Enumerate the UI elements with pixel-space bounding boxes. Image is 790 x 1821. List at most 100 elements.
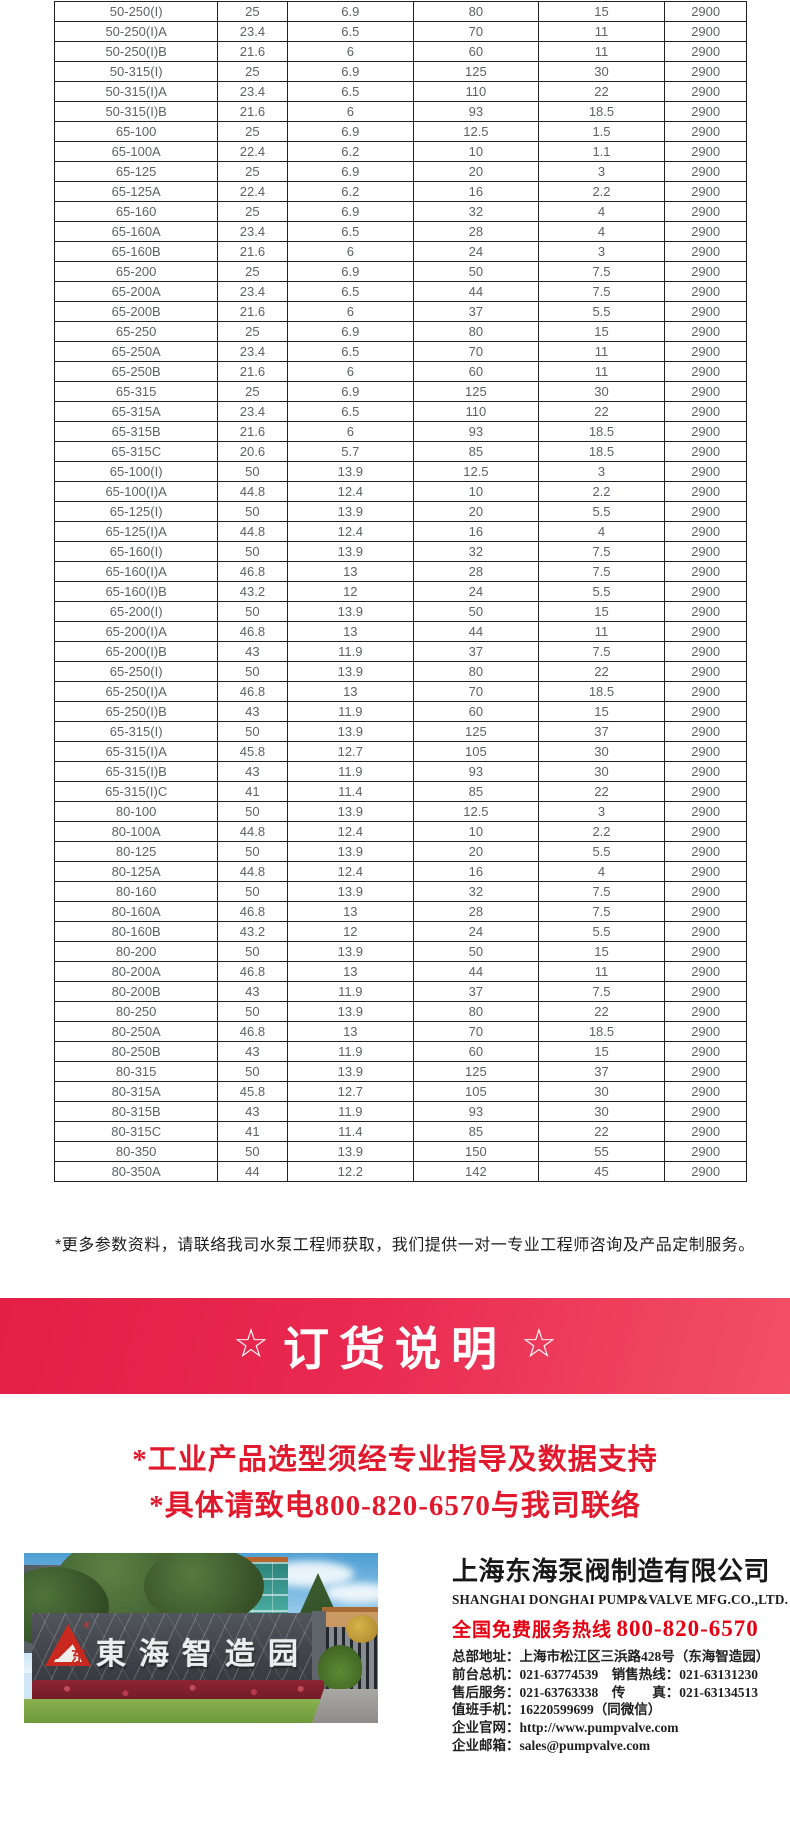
- table-cell: 12.5: [413, 121, 539, 142]
- table-cell: 44.8: [217, 821, 288, 842]
- table-cell: 93: [413, 761, 539, 782]
- table-cell: 80-160B: [53, 921, 219, 942]
- table-row: 80-200A 46.8 13 44 11 2900: [53, 961, 747, 982]
- table-cell: 2900: [664, 281, 747, 302]
- table-cell: 30: [537, 761, 666, 782]
- table-cell: 5.5: [537, 301, 666, 322]
- table-cell: 50: [217, 1141, 288, 1162]
- table-cell: 2900: [664, 561, 747, 582]
- table-cell: 13.9: [286, 661, 415, 682]
- service-hotline: 全国免费服务热线 800-820-6570: [452, 1615, 772, 1642]
- table-cell: 45.8: [217, 1081, 288, 1102]
- hotline-label: 全国免费服务热线: [452, 1620, 613, 1641]
- table-row: 50-250(I)A 23.4 6.5 70 11 2900: [53, 21, 747, 42]
- table-cell: 20: [413, 501, 539, 522]
- table-cell: 7.5: [537, 881, 666, 902]
- table-cell: 65-200(I)B: [53, 641, 219, 662]
- star-icon: ☆: [521, 1322, 557, 1366]
- table-cell: 46.8: [217, 681, 288, 702]
- table-cell: 50: [217, 941, 288, 962]
- table-cell: 22: [537, 781, 666, 802]
- table-cell: 28: [413, 221, 539, 242]
- table-cell: 23.4: [217, 281, 288, 302]
- table-cell: 2900: [664, 1101, 747, 1122]
- table-cell: 7.5: [537, 541, 666, 562]
- table-row: 65-125(I)A 44.8 12.4 16 4 2900: [53, 521, 747, 542]
- table-cell: 43.2: [217, 921, 288, 942]
- table-row: 65-160(I)A 46.8 13 28 7.5 2900: [53, 561, 747, 582]
- table-cell: 2900: [664, 121, 747, 142]
- table-cell: 24: [413, 241, 539, 262]
- table-cell: 21.6: [217, 41, 288, 62]
- table-cell: 11.9: [286, 1101, 415, 1122]
- table-cell: 50: [413, 941, 539, 962]
- table-cell: 2900: [664, 341, 747, 362]
- table-cell: 32: [413, 541, 539, 562]
- table-cell: 25: [217, 1, 288, 22]
- table-cell: 6: [286, 361, 415, 382]
- table-cell: 44: [217, 1161, 288, 1182]
- table-cell: 2900: [664, 721, 747, 742]
- table-cell: 11.9: [286, 641, 415, 662]
- table-cell: 21.6: [217, 241, 288, 262]
- table-row: 65-250 25 6.9 80 15 2900: [53, 321, 747, 342]
- table-row: 65-160(I)B 43.2 12 24 5.5 2900: [53, 581, 747, 602]
- table-row: 80-125A 44.8 12.4 16 4 2900: [53, 861, 747, 882]
- table-cell: 12.7: [286, 741, 415, 762]
- table-cell: 22.4: [217, 181, 288, 202]
- table-cell: 43.2: [217, 581, 288, 602]
- table-row: 65-315(I) 50 13.9 125 37 2900: [53, 721, 747, 742]
- table-cell: 2900: [664, 81, 747, 102]
- table-cell: 15: [537, 1041, 666, 1062]
- table-row: 80-315A 45.8 12.7 105 30 2900: [53, 1081, 747, 1102]
- table-cell: 5.7: [286, 441, 415, 462]
- table-cell: 12.2: [286, 1161, 415, 1182]
- table-row: 65-250(I)A 46.8 13 70 18.5 2900: [53, 681, 747, 702]
- table-cell: 85: [413, 781, 539, 802]
- table-cell: 65-125(I)A: [53, 521, 219, 542]
- table-cell: 23.4: [217, 221, 288, 242]
- table-cell: 80-315A: [53, 1081, 219, 1102]
- table-row: 65-315(I)B 43 11.9 93 30 2900: [53, 761, 747, 782]
- table-cell: 37: [537, 721, 666, 742]
- table-cell: 60: [413, 1041, 539, 1062]
- table-cell: 13.9: [286, 1061, 415, 1082]
- table-cell: 6.5: [286, 221, 415, 242]
- table-cell: 28: [413, 901, 539, 922]
- table-cell: 6.9: [286, 261, 415, 282]
- table-cell: 65-315C: [53, 441, 219, 462]
- table-cell: 4: [537, 521, 666, 542]
- table-cell: 110: [413, 81, 539, 102]
- table-row: 65-250(I)B 43 11.9 60 15 2900: [53, 701, 747, 722]
- table-cell: 24: [413, 581, 539, 602]
- table-cell: 12.5: [413, 461, 539, 482]
- photo-sign-text: 東海智造园: [96, 1638, 311, 1671]
- table-cell: 21.6: [217, 421, 288, 442]
- table-cell: 6.9: [286, 321, 415, 342]
- table-cell: 142: [413, 1161, 539, 1182]
- table-row: 65-250B 21.6 6 60 11 2900: [53, 361, 747, 382]
- photo-cloud: [324, 1583, 378, 1603]
- table-cell: 80-350A: [53, 1161, 219, 1182]
- table-cell: 2900: [664, 1061, 747, 1082]
- hotline-number: 800-820-6570: [616, 1616, 759, 1641]
- table-cell: 5.5: [537, 921, 666, 942]
- table-cell: 3: [537, 161, 666, 182]
- table-row: 65-160A 23.4 6.5 28 4 2900: [53, 221, 747, 242]
- table-cell: 50: [217, 801, 288, 822]
- table-cell: 80-125A: [53, 861, 219, 882]
- triangle-logo-icon: 东: [45, 1624, 91, 1666]
- table-cell: 65-100: [53, 121, 219, 142]
- table-cell: 2900: [664, 1161, 747, 1182]
- spec-table-body: 50-250(I) 25 6.9 80 15 2900 50-250(I)A 23.4 6.5 7…: [53, 1, 747, 1182]
- table-row: 65-125 25 6.9 20 3 2900: [53, 161, 747, 182]
- table-cell: 13.9: [286, 1001, 415, 1022]
- table-cell: 50-315(I)B: [53, 101, 219, 122]
- table-cell: 30: [537, 61, 666, 82]
- table-cell: 2900: [664, 221, 747, 242]
- table-cell: 2900: [664, 241, 747, 262]
- table-cell: 65-250(I)A: [53, 681, 219, 702]
- table-cell: 2900: [664, 501, 747, 522]
- table-cell: 22: [537, 401, 666, 422]
